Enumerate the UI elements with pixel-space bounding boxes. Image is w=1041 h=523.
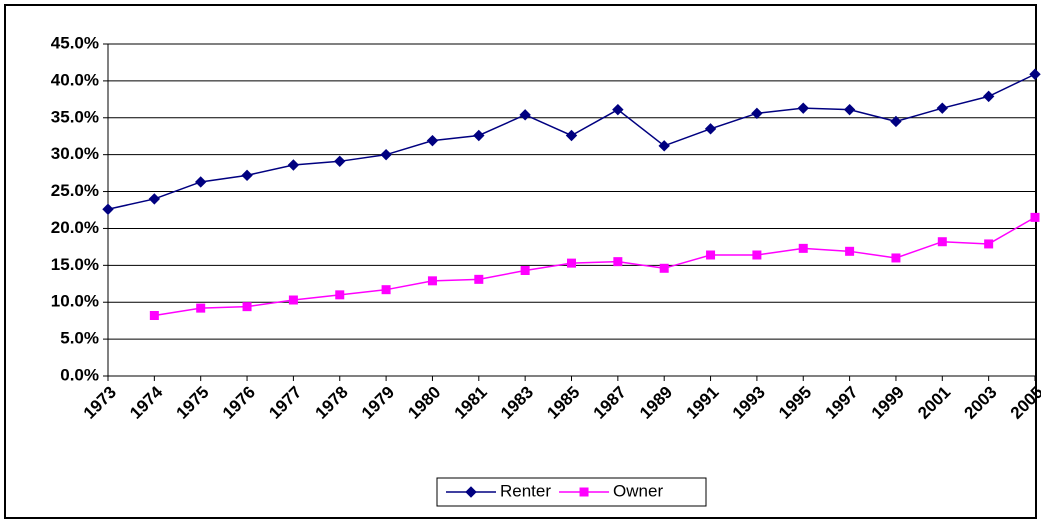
data-point (658, 140, 670, 152)
data-point (612, 103, 624, 116)
y-tick-label: 45.0% (51, 33, 99, 52)
data-point (659, 263, 669, 273)
legend-label: Renter (500, 481, 551, 500)
data-point (426, 134, 439, 147)
y-tick-label: 10.0% (51, 292, 99, 311)
data-point (1030, 212, 1040, 222)
data-point (936, 102, 949, 114)
data-point (520, 265, 530, 275)
y-tick-label: 20.0% (51, 218, 99, 237)
data-point (287, 159, 300, 171)
data-point (1029, 68, 1041, 80)
data-point (380, 148, 392, 161)
series-line (154, 216, 1036, 317)
y-tick-label: 30.0% (51, 144, 99, 163)
data-point (751, 107, 763, 120)
data-point (565, 129, 578, 142)
legend-label: Owner (613, 481, 663, 500)
data-point (613, 257, 623, 267)
chart-frame (4, 4, 1037, 519)
y-tick-label: 5.0% (60, 329, 99, 348)
data-point (241, 169, 253, 182)
data-point (194, 176, 207, 188)
data-point (242, 302, 252, 312)
data-point (890, 115, 902, 128)
data-point (427, 276, 437, 286)
data-point (288, 295, 298, 305)
data-point (982, 90, 995, 103)
data-point (519, 109, 531, 121)
data-point (473, 129, 485, 142)
data-point (937, 237, 947, 247)
data-point (798, 243, 808, 253)
data-point (984, 239, 994, 249)
data-point (102, 203, 114, 215)
data-point (381, 285, 391, 295)
legend-marker (579, 487, 589, 497)
data-point (334, 155, 346, 168)
data-point (335, 290, 345, 300)
data-point (845, 246, 855, 256)
y-tick-label: 35.0% (51, 107, 99, 126)
data-point (704, 123, 717, 135)
data-point (148, 193, 161, 205)
data-point (149, 311, 159, 321)
y-tick-label: 0.0% (60, 365, 99, 384)
data-point (752, 250, 762, 260)
y-tick-label: 15.0% (51, 255, 99, 274)
data-point (891, 253, 901, 263)
data-point (567, 258, 576, 268)
y-tick-label: 40.0% (51, 70, 99, 89)
y-tick-label: 25.0% (51, 181, 99, 200)
legend-marker (465, 486, 477, 498)
data-point (797, 102, 809, 114)
data-point (706, 250, 716, 260)
data-point (196, 303, 206, 313)
data-point (843, 103, 856, 116)
data-point (474, 274, 484, 284)
